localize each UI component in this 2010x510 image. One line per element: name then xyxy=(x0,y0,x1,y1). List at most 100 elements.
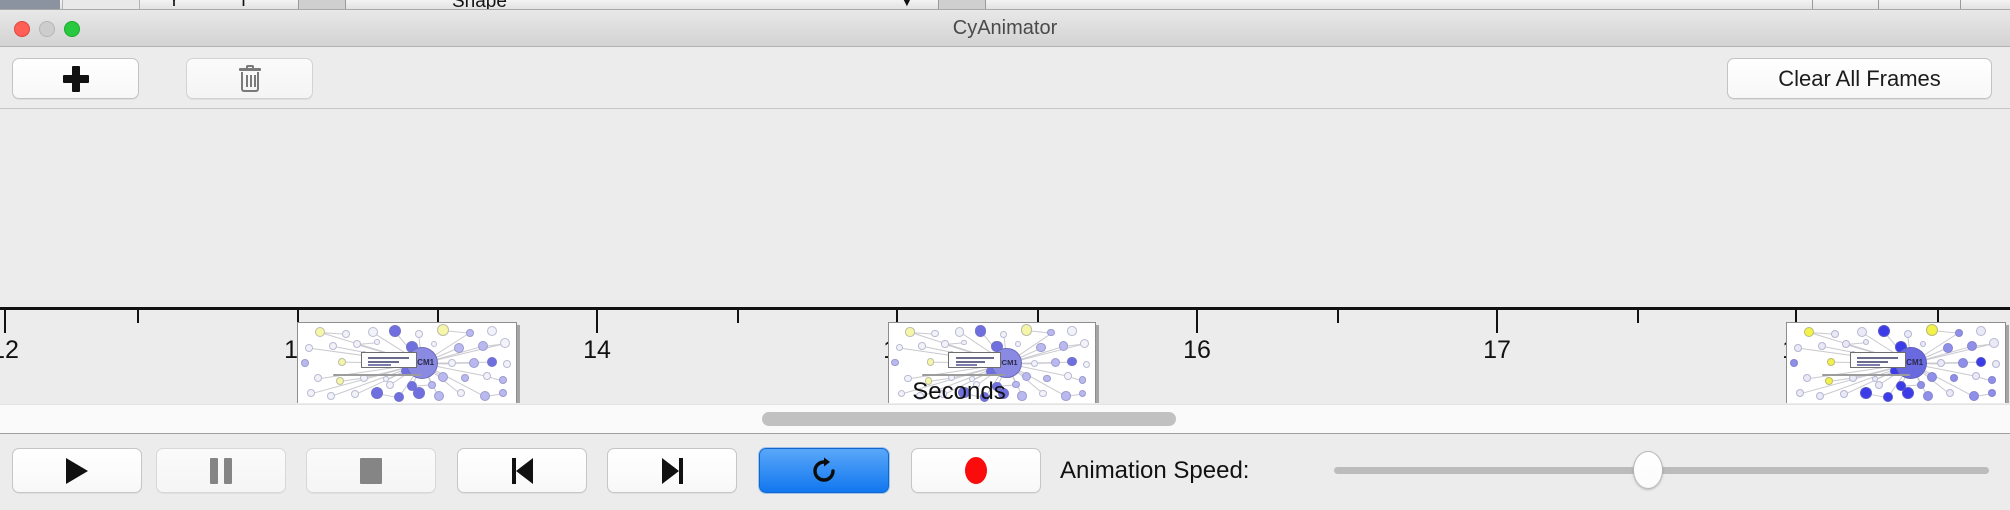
add-frame-button[interactable] xyxy=(12,58,139,99)
slider-thumb[interactable] xyxy=(1633,451,1664,489)
network-node xyxy=(1802,374,1811,383)
play-button[interactable] xyxy=(12,448,142,493)
network-node xyxy=(1927,371,1938,382)
network-node xyxy=(1067,356,1077,367)
network-node xyxy=(413,387,425,400)
timeline-scrollbar[interactable] xyxy=(0,404,2010,434)
network-hub-label: MCM1 xyxy=(1899,358,1924,368)
network-node xyxy=(1992,360,2000,369)
network-node xyxy=(1021,371,1031,382)
axis-tick-label: 17 xyxy=(1483,336,1511,364)
network-node xyxy=(1922,391,1933,402)
network-node xyxy=(1050,357,1061,368)
network-node xyxy=(1972,371,1981,380)
background-window-label: Shape xyxy=(452,0,507,9)
network-node xyxy=(360,373,368,382)
network-node xyxy=(431,341,438,348)
skip-end-button[interactable] xyxy=(607,448,737,493)
network-node xyxy=(307,389,316,398)
network-caption xyxy=(1822,374,1911,377)
timeline-frame-thumbnail[interactable]: MCM1 xyxy=(1786,322,2006,403)
network-hub-label: MCM1 xyxy=(410,358,435,368)
network-node xyxy=(300,358,309,367)
network-node xyxy=(374,339,381,346)
close-icon[interactable] xyxy=(14,21,30,37)
network-node xyxy=(926,357,935,366)
network-node xyxy=(1030,359,1039,368)
network-node xyxy=(327,392,335,401)
network-node xyxy=(1958,357,1968,368)
network-node xyxy=(453,342,464,353)
network-node xyxy=(1969,391,1979,402)
delete-frame-button[interactable] xyxy=(186,58,313,99)
network-node xyxy=(1920,341,1927,348)
network-node xyxy=(1015,341,1021,347)
loop-button[interactable] xyxy=(759,448,889,493)
tooltip-text-line xyxy=(1857,364,1880,367)
network-node xyxy=(891,358,900,367)
network-node xyxy=(456,389,465,398)
window-controls xyxy=(14,21,80,37)
network-node xyxy=(1818,341,1827,350)
network-node xyxy=(930,329,939,338)
network-thumbnail: MCM1 xyxy=(889,323,1095,403)
plus-icon xyxy=(62,65,89,92)
clear-all-frames-button[interactable]: Clear All Frames xyxy=(1727,58,1992,99)
axis-tick-minor xyxy=(137,310,139,323)
network-node xyxy=(924,377,933,385)
tooltip-text-line xyxy=(955,360,985,363)
network-node xyxy=(1078,376,1087,384)
network-node xyxy=(342,329,351,338)
axis-title: Seconds xyxy=(912,378,1006,403)
network-node xyxy=(394,391,405,402)
minimize-icon[interactable] xyxy=(39,21,55,37)
network-caption xyxy=(922,374,1006,377)
animation-speed-slider[interactable] xyxy=(1334,451,1989,489)
network-node xyxy=(1017,391,1027,401)
network-node xyxy=(1966,340,1977,351)
network-node xyxy=(897,389,906,398)
animation-speed-label: Animation Speed: xyxy=(1060,457,1250,484)
network-node xyxy=(1840,390,1849,399)
network-node xyxy=(969,376,976,383)
maximize-icon[interactable] xyxy=(64,21,80,37)
network-node xyxy=(1824,377,1833,386)
network-node xyxy=(315,326,325,337)
network-node xyxy=(979,392,990,402)
tooltip-text-line xyxy=(368,356,409,359)
timeline-frame-thumbnail[interactable]: MCM1 xyxy=(297,322,517,403)
skip-start-button[interactable] xyxy=(457,448,587,493)
network-node xyxy=(1020,324,1032,336)
axis-tick-label: 14 xyxy=(583,336,611,364)
network-node xyxy=(483,371,492,380)
network-node xyxy=(498,389,507,398)
network-node xyxy=(918,342,927,350)
network-node xyxy=(1082,360,1091,369)
stop-icon xyxy=(360,457,382,484)
network-node xyxy=(954,327,965,337)
player-toolbar: Animation Speed: xyxy=(0,435,2010,510)
network-node xyxy=(438,371,449,382)
loop-icon xyxy=(809,456,839,486)
network-node xyxy=(1856,326,1867,337)
network-node xyxy=(383,376,389,383)
scrollbar-thumb[interactable] xyxy=(762,412,1176,426)
network-node xyxy=(916,392,924,400)
axis-tick-minor xyxy=(737,310,739,323)
network-node xyxy=(1975,356,1986,367)
network-node xyxy=(1988,338,1999,349)
axis-tick-major xyxy=(1795,310,1797,333)
record-button[interactable] xyxy=(911,448,1041,493)
timeline-frame-thumbnail[interactable]: MCM1 xyxy=(888,322,1096,403)
network-node xyxy=(305,343,313,352)
axis-tick-label: 12 xyxy=(0,336,19,364)
trash-icon xyxy=(238,65,261,92)
network-node xyxy=(371,386,384,399)
tooltip-text-line xyxy=(368,360,400,363)
network-node xyxy=(1987,389,1996,398)
network-node xyxy=(1816,392,1824,401)
network-node xyxy=(499,338,510,349)
network-node xyxy=(1975,325,1986,336)
